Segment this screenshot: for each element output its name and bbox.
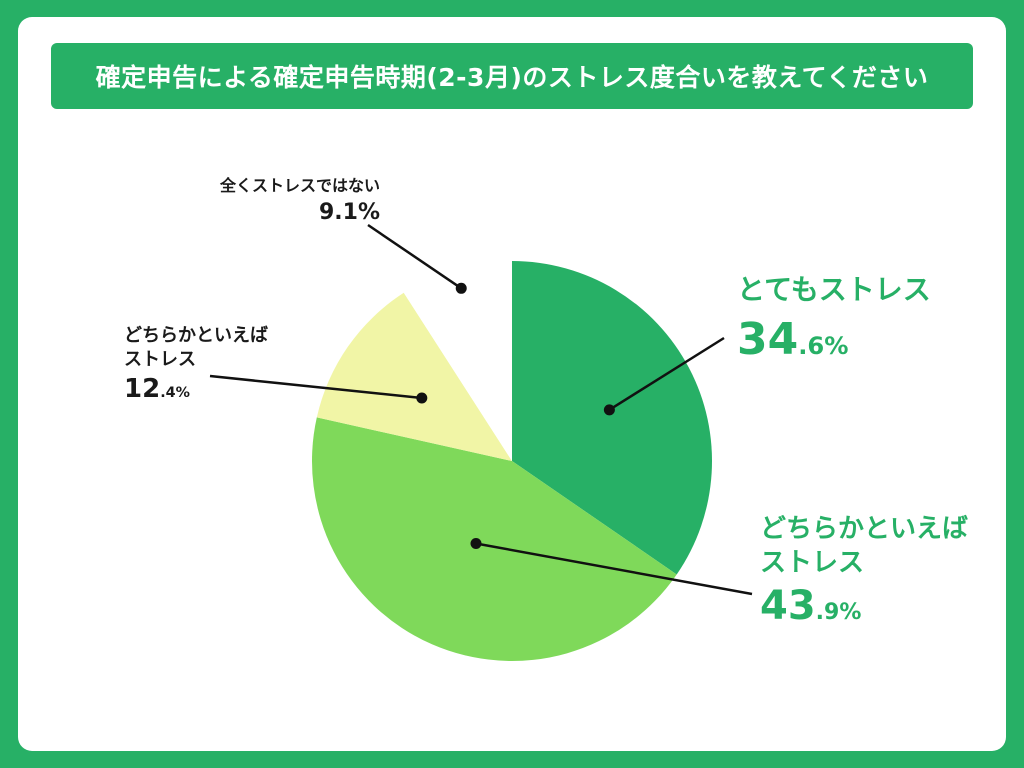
slice-very-stressed [512, 261, 712, 575]
slice-label-somewhat-stressed: どちらかといえばストレス 43.9% [760, 512, 970, 639]
slice-label-very-stressed: とてもストレス 34.6% [737, 270, 931, 374]
leader-line [367, 223, 462, 290]
title-banner: 確定申告による確定申告時期(2-3月)のストレス度合いを教えてください [51, 43, 973, 109]
leader-dot [455, 282, 467, 294]
slice-label-text: 全くストレスではない [219, 176, 380, 195]
slice-percent: 9.1% [318, 200, 380, 225]
slice-percent: 43.9% [760, 583, 862, 629]
leader-line [475, 542, 753, 596]
chart-title: 確定申告による確定申告時期(2-3月)のストレス度合いを教えてください [95, 63, 929, 92]
leader-dot [416, 392, 428, 404]
slice-label-text: とてもストレス [737, 273, 931, 306]
leader-dot [603, 404, 615, 416]
leader-line [209, 374, 422, 400]
slice-percent: 12.4% [124, 374, 190, 404]
slice-percent: 34.6% [737, 314, 849, 365]
slice-label-text: どちらかといえばストレス [124, 325, 268, 370]
slice-label-not-stressed: 全くストレスではない 9.1% [220, 175, 380, 231]
slice-label-text: どちらかといえばストレス [760, 514, 969, 578]
slice-label-somewhat-stressed-2: どちらかといえばストレス 12.4% [124, 324, 284, 410]
slice-somewhat-stressed [312, 417, 677, 661]
leader-line [608, 336, 725, 411]
slice-not-stressed [403, 261, 512, 461]
leader-dot [470, 537, 482, 549]
slice-somewhat-stressed-2 [316, 292, 512, 461]
